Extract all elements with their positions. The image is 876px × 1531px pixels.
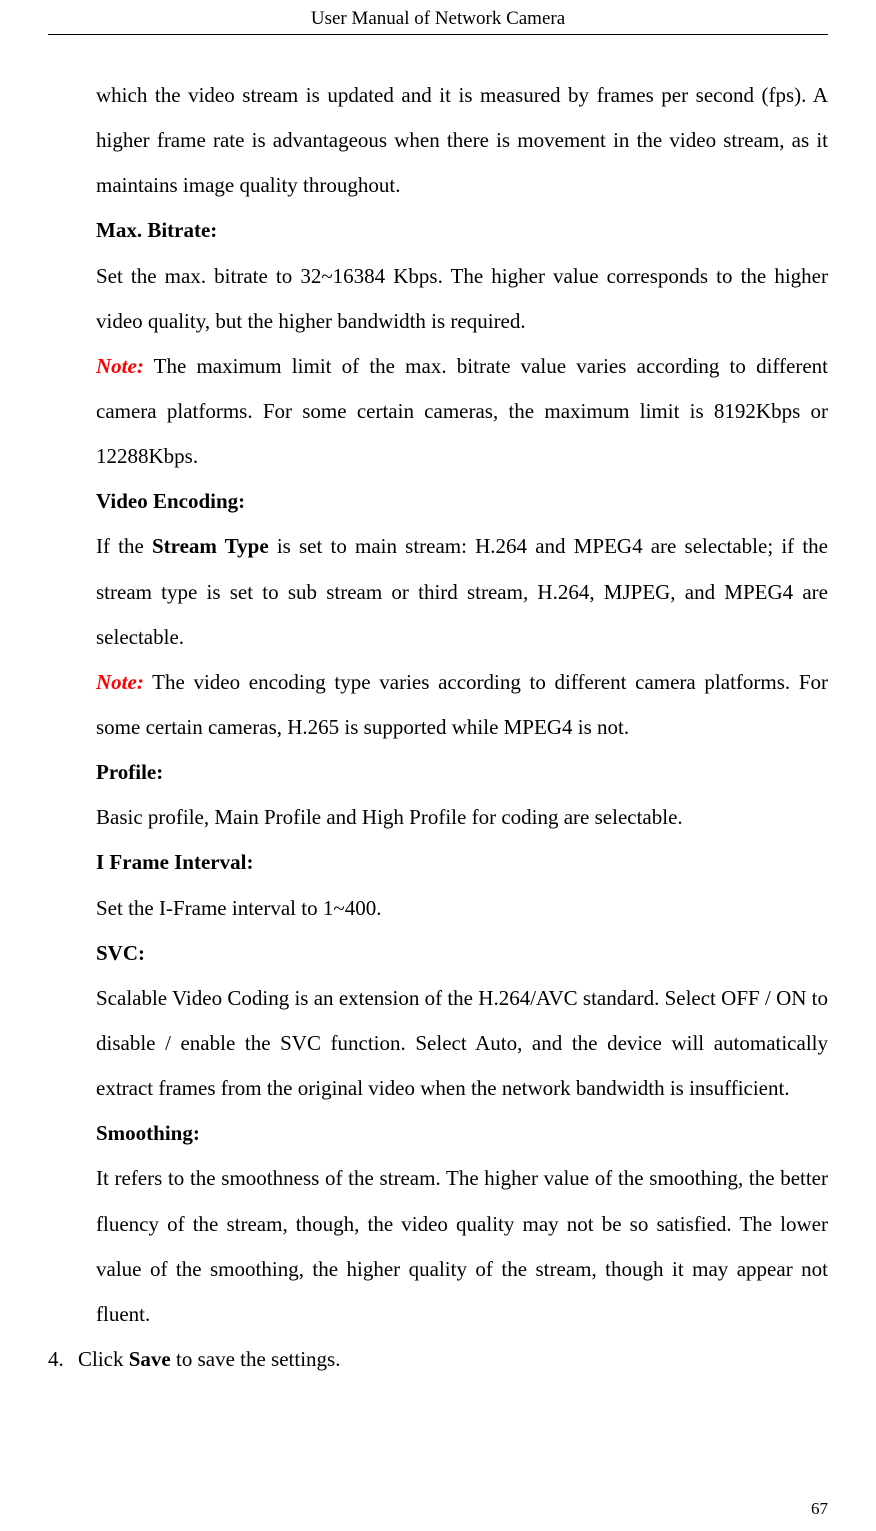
header-title: User Manual of Network Camera (311, 8, 565, 29)
intro-paragraph: which the video stream is updated and it… (96, 73, 828, 208)
step-prefix: Click (78, 1347, 129, 1371)
profile-body: Basic profile, Main Profile and High Pro… (96, 795, 828, 840)
svc-heading: SVC: (96, 931, 828, 976)
profile-heading: Profile: (96, 750, 828, 795)
ve-bold: Stream Type (152, 534, 269, 558)
note-body: The maximum limit of the max. bitrate va… (96, 354, 828, 468)
text-block: which the video stream is updated and it… (48, 73, 828, 1337)
note-label: Note: (96, 670, 144, 694)
note-label: Note: (96, 354, 144, 378)
max-bitrate-heading: Max. Bitrate: (96, 208, 828, 253)
video-encoding-heading: Video Encoding: (96, 479, 828, 524)
smoothing-body: It refers to the smoothness of the strea… (96, 1156, 828, 1337)
step-suffix: to save the settings. (171, 1347, 341, 1371)
iframe-heading: I Frame Interval: (96, 840, 828, 885)
note-body: The video encoding type varies according… (96, 670, 828, 739)
step-bold: Save (129, 1347, 171, 1371)
page-number: 67 (811, 1499, 828, 1519)
video-encoding-note: Note: The video encoding type varies acc… (96, 660, 828, 750)
page-header: User Manual of Network Camera (0, 0, 876, 34)
iframe-body: Set the I-Frame interval to 1~400. (96, 886, 828, 931)
smoothing-heading: Smoothing: (96, 1111, 828, 1156)
ve-prefix: If the (96, 534, 152, 558)
page-content: which the video stream is updated and it… (0, 35, 876, 1382)
svc-body: Scalable Video Coding is an extension of… (96, 976, 828, 1111)
step-number: 4. (48, 1337, 78, 1382)
video-encoding-body: If the Stream Type is set to main stream… (96, 524, 828, 659)
max-bitrate-body: Set the max. bitrate to 32~16384 Kbps. T… (96, 254, 828, 344)
step-4: 4.Click Save to save the settings. (48, 1337, 828, 1382)
max-bitrate-note: Note: The maximum limit of the max. bitr… (96, 344, 828, 479)
